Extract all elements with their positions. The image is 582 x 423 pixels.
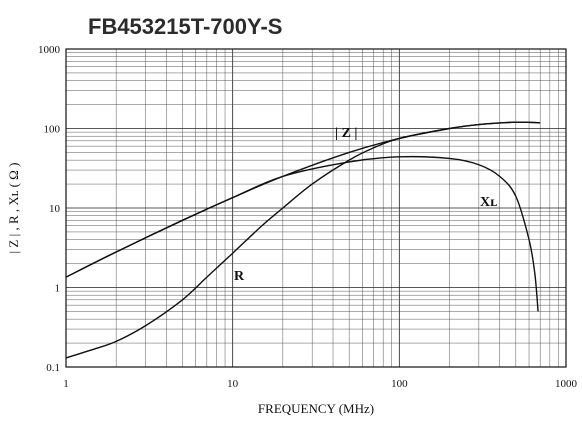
- x-axis-label: FREQUENCY (MHz): [258, 401, 374, 416]
- y-tick-label: 100: [44, 124, 61, 136]
- series-xl-curve: [65, 155, 539, 312]
- x-tick-label: 1: [63, 378, 69, 390]
- chart-title: FB453215T-700Y-S: [88, 14, 282, 39]
- curves: [65, 121, 541, 359]
- y-tick-label: 1000: [38, 44, 61, 56]
- y-tick-label: 1: [55, 283, 61, 295]
- series-r-curve: [65, 121, 541, 359]
- x-tick-label: 1000: [555, 378, 578, 390]
- label-z-group: | Z |: [335, 126, 358, 141]
- label-z: | Z |: [335, 126, 358, 141]
- series-z-curve: [65, 121, 541, 278]
- x-tick-label: 100: [391, 378, 408, 390]
- y-tick-label: 0.1: [46, 362, 60, 374]
- y-axis-label: | Z | , R , Xʟ ( Ω ): [6, 163, 21, 254]
- y-tick-label: 10: [49, 203, 61, 215]
- label-xl: Xʟ: [480, 195, 497, 210]
- x-tick-label: 10: [227, 378, 239, 390]
- label-r: R: [234, 269, 245, 284]
- plot-frame: [65, 48, 567, 368]
